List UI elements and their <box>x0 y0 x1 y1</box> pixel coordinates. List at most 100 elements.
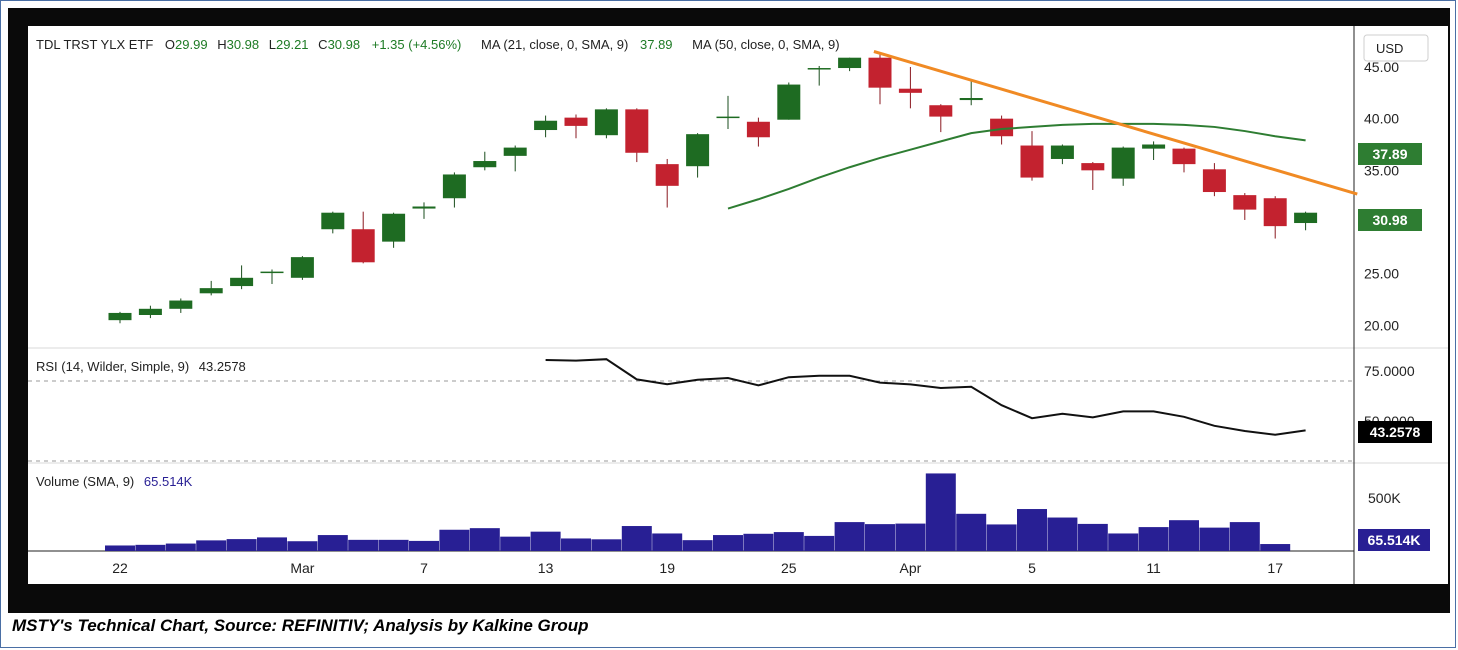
low-value: 29.21 <box>276 37 309 52</box>
candle-body <box>230 277 254 287</box>
volume-value: 65.514K <box>144 474 193 489</box>
candle-body <box>990 118 1014 137</box>
rsi-label: RSI (14, Wilder, Simple, 9) 43.2578 <box>36 359 246 374</box>
candle-body <box>838 57 862 69</box>
candle-body <box>1202 169 1226 193</box>
volume-bar <box>287 541 318 551</box>
ma-badge-text: 37.89 <box>1372 146 1407 162</box>
price-tick-label: 35.00 <box>1364 162 1399 178</box>
candle <box>625 108 649 163</box>
candle-body <box>807 68 831 70</box>
candle <box>473 151 497 171</box>
candle-body <box>108 312 132 321</box>
candle <box>716 95 740 129</box>
volume-bar <box>865 524 895 551</box>
ma-badge <box>1358 143 1422 165</box>
candle <box>838 57 862 72</box>
volume-bar <box>621 526 652 551</box>
volume-bars <box>105 473 1291 551</box>
ma21-line <box>727 122 1306 210</box>
candle <box>534 115 558 138</box>
volume-badge-text: 65.514K <box>1368 532 1421 548</box>
price-tick-label: 25.00 <box>1364 266 1399 282</box>
volume-bar <box>348 539 379 551</box>
candle <box>655 158 679 208</box>
candle <box>1111 146 1135 186</box>
volume-bar <box>682 540 713 551</box>
volume-bar <box>165 543 196 551</box>
volume-bar <box>257 537 287 551</box>
candle-body <box>351 229 375 263</box>
candle-body <box>1020 145 1044 178</box>
volume-bar <box>561 538 591 551</box>
rsi-name: RSI (14, Wilder, Simple, 9) <box>36 359 189 374</box>
candle <box>564 114 588 139</box>
volume-badge <box>1358 529 1430 551</box>
candle <box>1233 193 1257 220</box>
candle <box>442 172 466 208</box>
candle-body <box>777 84 801 120</box>
volume-name: Volume (SMA, 9) <box>36 474 134 489</box>
axis-labels: 45.0040.0035.0030.0025.0020.0075.000050.… <box>112 59 1415 576</box>
volume-bar <box>196 540 227 551</box>
candle-body <box>442 174 466 199</box>
candle-body <box>290 257 314 278</box>
candle <box>1202 163 1226 197</box>
volume-bar <box>1229 522 1260 551</box>
trend-line <box>873 50 1358 196</box>
time-tick-label: 13 <box>538 560 554 576</box>
candle <box>868 54 892 105</box>
volume-bar <box>409 540 439 551</box>
volume-bar <box>317 535 348 551</box>
candle-body <box>868 57 892 88</box>
volume-bar <box>135 544 166 551</box>
candle-body <box>898 88 922 93</box>
technical-chart: TDL TRST YLX ETF O29.99 H30.98 L29.21 C3… <box>28 26 1448 584</box>
ma21-value: 37.89 <box>640 37 673 52</box>
close-badge-text: 30.98 <box>1372 212 1407 228</box>
candle <box>351 211 375 264</box>
time-tick-label: 17 <box>1267 560 1283 576</box>
rsi-badge-text: 43.2578 <box>1370 424 1421 440</box>
candle-body <box>1081 163 1105 171</box>
candle <box>199 280 223 296</box>
volume-bar <box>956 513 987 551</box>
volume-tick-label: 500K <box>1368 490 1401 506</box>
candle-body <box>929 105 953 117</box>
candle-body <box>686 134 710 167</box>
close-badge <box>1358 209 1422 231</box>
time-tick-label: 22 <box>112 560 128 576</box>
volume-bar <box>1047 517 1078 551</box>
rsi-badge <box>1358 421 1432 443</box>
candle-body <box>1263 198 1287 227</box>
candle <box>1263 196 1287 239</box>
candle-body <box>321 212 345 230</box>
candle <box>686 133 710 178</box>
candle-body <box>1233 195 1257 210</box>
candle-body <box>382 213 406 242</box>
candle-body <box>260 271 284 274</box>
candle-body <box>1050 145 1074 159</box>
candle <box>594 108 618 139</box>
candle <box>898 67 922 109</box>
time-tick-label: Mar <box>290 560 314 576</box>
lseg-mark-icon: ✦ <box>1372 552 1386 569</box>
candle-body <box>473 161 497 168</box>
price-tick-label: 45.00 <box>1364 59 1399 75</box>
price-tick-label: 20.00 <box>1364 317 1399 333</box>
candle <box>746 117 770 147</box>
volume-bar <box>439 529 470 551</box>
currency-button[interactable] <box>1363 34 1429 62</box>
volume-bar <box>986 524 1017 551</box>
close-value: 30.98 <box>328 37 361 52</box>
candle-body <box>564 117 588 126</box>
volume-bar <box>469 528 500 551</box>
time-tick-label: Apr <box>900 560 922 576</box>
candle <box>1294 211 1318 231</box>
indicator-lines <box>545 50 1358 436</box>
lseg-wordmark: LSEG <box>1391 551 1434 569</box>
candle-body <box>138 308 162 315</box>
candle-body <box>1111 147 1135 179</box>
candle <box>138 305 162 319</box>
candle-body <box>1294 212 1318 224</box>
